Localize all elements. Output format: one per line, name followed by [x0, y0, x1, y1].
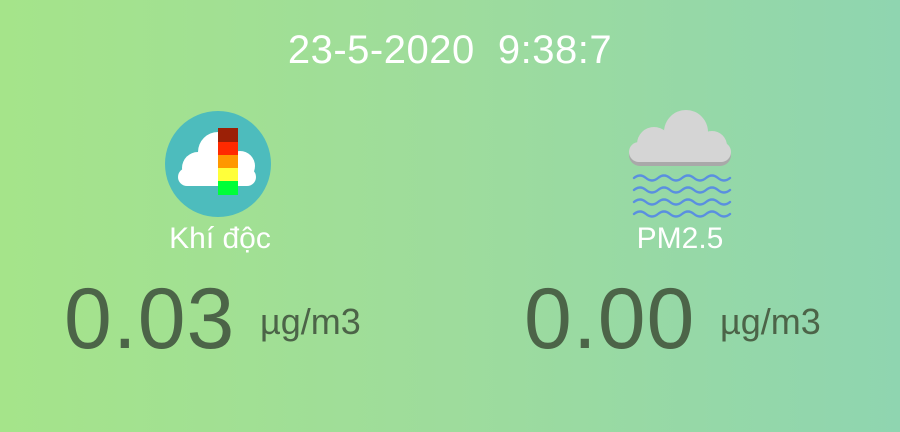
pm25-panel: PM2.5 0.00 µg/m3	[480, 108, 880, 378]
toxic-gas-value: 0.03	[64, 271, 236, 367]
toxic-gas-panel: Khí độc 0.03 µg/m3	[20, 108, 420, 378]
pm25-label: PM2.5	[636, 222, 724, 255]
pm25-value: 0.00	[524, 271, 696, 367]
pm25-unit: µg/m3	[720, 301, 821, 342]
toxic-gas-level-icon	[160, 108, 280, 220]
datetime-display: 23-5-2020 9:38:7	[287, 28, 613, 72]
toxic-gas-unit: µg/m3	[260, 301, 361, 342]
toxic-gas-label: Khí độc	[169, 222, 271, 255]
cloud-wind-icon	[620, 108, 740, 220]
